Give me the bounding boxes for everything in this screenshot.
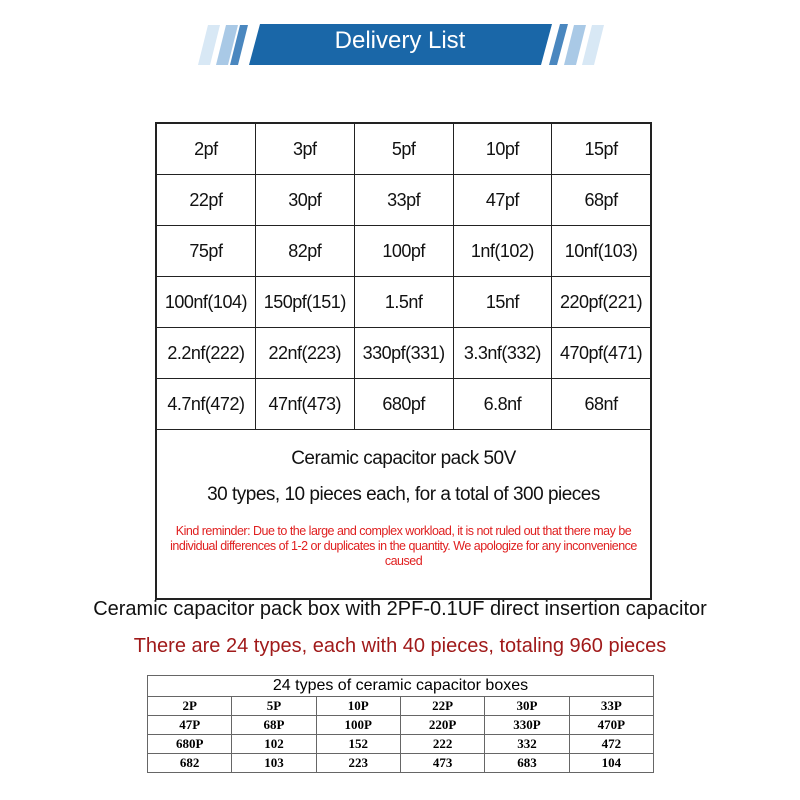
- value-cell: 15nf: [452, 276, 553, 328]
- value-cell: 82pf: [254, 225, 355, 277]
- box-cell: 680P: [146, 734, 233, 754]
- value-cell: 10nf(103): [551, 225, 652, 277]
- info-cell: Ceramic capacitor pack 50V 30 types, 10 p…: [155, 429, 652, 600]
- box-cell: 222: [399, 734, 486, 754]
- box-quantity-heading: There are 24 types, each with 40 pieces,…: [133, 635, 667, 657]
- table-title-row: 24 types of ceramic capacitor boxes: [147, 675, 654, 697]
- value-cell: 330pf(331): [353, 327, 454, 379]
- box-cell: 102: [231, 734, 317, 754]
- pack-title: Ceramic capacitor pack 50V: [291, 448, 516, 469]
- value-cell: 100nf(104): [155, 276, 256, 328]
- box-cell: 22P: [399, 696, 486, 716]
- value-cell: 1.5nf: [353, 276, 454, 328]
- box-cell: 10P: [315, 696, 401, 716]
- value-cell: 1nf(102): [452, 225, 553, 277]
- box-cell: 683: [484, 753, 570, 773]
- box-cell: 30P: [484, 696, 570, 716]
- value-cell: 220pf(221): [551, 276, 652, 328]
- value-cell: 100pf: [353, 225, 454, 277]
- box-cell: 332: [484, 734, 570, 754]
- box-cell: 330P: [484, 715, 570, 735]
- value-cell: 75pf: [155, 225, 256, 277]
- table-row: 2pf 3pf 5pf 10pf 15pf: [155, 122, 652, 175]
- value-cell: 470pf(471): [551, 327, 652, 379]
- box-cell: 2P: [146, 696, 233, 716]
- box-cell: 470P: [568, 715, 655, 735]
- table-row: 682 103 223 473 683 104: [146, 753, 655, 773]
- reminder-text: Kind reminder: Due to the large and comp…: [170, 524, 637, 568]
- box-cell: 472: [568, 734, 655, 754]
- value-cell: 30pf: [254, 174, 355, 226]
- delivery-list-banner: Delivery List: [190, 15, 610, 75]
- value-cell: 680pf: [353, 378, 454, 430]
- value-cell: 2.2nf(222): [155, 327, 256, 379]
- value-cell: 33pf: [353, 174, 454, 226]
- value-cell: 22pf: [155, 174, 256, 226]
- info-row: Ceramic capacitor pack 50V 30 types, 10 p…: [155, 429, 652, 600]
- table-row: 4.7nf(472) 47nf(473) 680pf 6.8nf 68nf: [155, 378, 652, 430]
- value-cell: 3pf: [254, 122, 355, 175]
- box-cell: 100P: [315, 715, 401, 735]
- box-cell: 223: [315, 753, 401, 773]
- value-cell: 68nf: [551, 378, 652, 430]
- value-cell: 15pf: [551, 122, 652, 175]
- box-cell: 33P: [568, 696, 655, 716]
- table-row: 2.2nf(222) 22nf(223) 330pf(331) 3.3nf(332) 4…: [155, 327, 652, 379]
- table-row: 22pf 30pf 33pf 47pf 68pf: [155, 174, 652, 226]
- value-cell: 150pf(151): [254, 276, 355, 328]
- value-cell: 5pf: [353, 122, 454, 175]
- value-cell: 68pf: [551, 174, 652, 226]
- box-cell: 68P: [231, 715, 317, 735]
- value-cell: 22nf(223): [254, 327, 355, 379]
- box-cell: 47P: [146, 715, 233, 735]
- box-table-title: 24 types of ceramic capacitor boxes: [147, 675, 654, 697]
- value-cell: 47pf: [452, 174, 553, 226]
- table-row: 75pf 82pf 100pf 1nf(102) 10nf(103): [155, 225, 652, 277]
- box-heading: Ceramic capacitor pack box with 2PF-0.1U…: [93, 598, 707, 620]
- value-cell: 47nf(473): [254, 378, 355, 430]
- table-row: 47P 68P 100P 220P 330P 470P: [146, 715, 655, 735]
- value-cell: 3.3nf(332): [452, 327, 553, 379]
- box-cell: 103: [231, 753, 317, 773]
- table-row: 100nf(104) 150pf(151) 1.5nf 15nf 220pf(221): [155, 276, 652, 328]
- box-cell: 473: [399, 753, 486, 773]
- capacitor-values-table: 2pf 3pf 5pf 10pf 15pf 22pf 30pf 33pf 47pf 68pf 75p…: [155, 122, 652, 600]
- banner-title: Delivery List: [334, 27, 466, 54]
- value-cell: 6.8nf: [452, 378, 553, 430]
- table-row: 680P 102 152 222 332 472: [146, 734, 655, 754]
- capacitor-box-table: 24 types of ceramic capacitor boxes 2P 5P 1…: [146, 675, 655, 773]
- box-cell: 682: [146, 753, 233, 773]
- table-row: 2P 5P 10P 22P 30P 33P: [146, 696, 655, 716]
- box-cell: 152: [315, 734, 401, 754]
- value-cell: 2pf: [155, 122, 256, 175]
- pack-quantity: 30 types, 10 pieces each, for a total of…: [207, 484, 600, 505]
- banner-graphic: [198, 24, 604, 65]
- value-cell: 4.7nf(472): [155, 378, 256, 430]
- box-cell: 220P: [399, 715, 486, 735]
- box-cell: 104: [568, 753, 655, 773]
- value-cell: 10pf: [452, 122, 553, 175]
- box-cell: 5P: [231, 696, 317, 716]
